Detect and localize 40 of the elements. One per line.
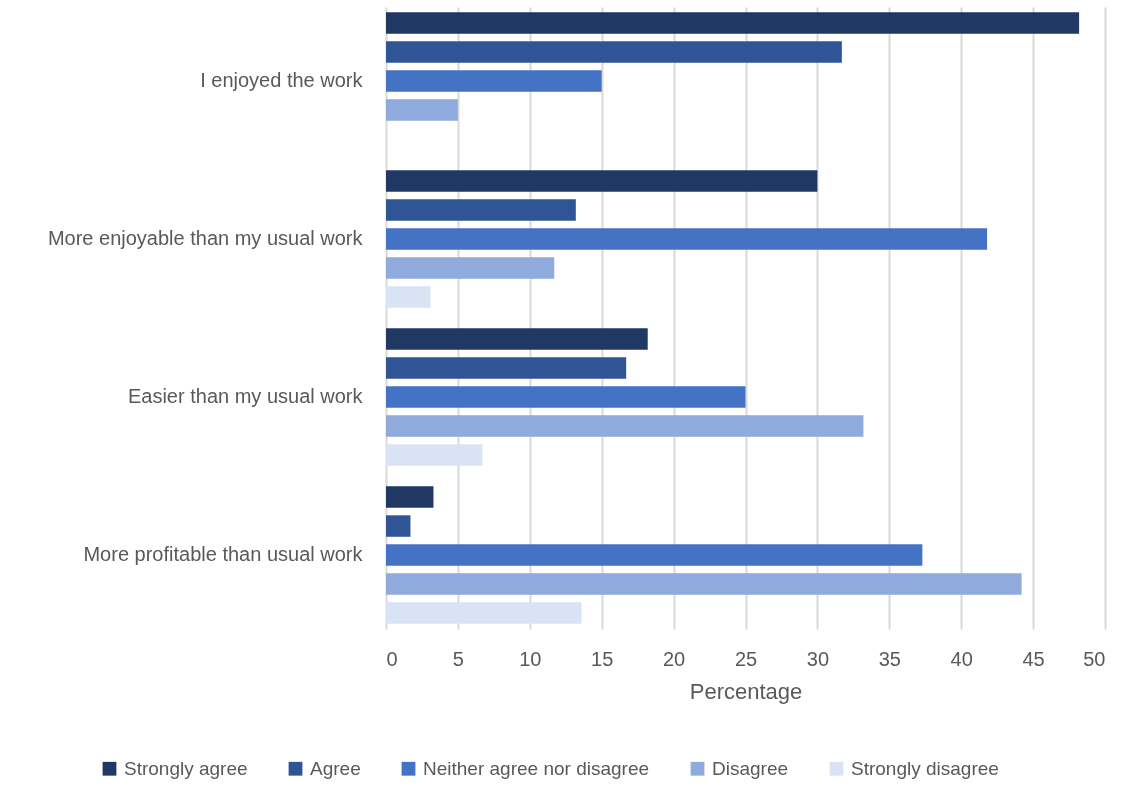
bar (386, 386, 746, 408)
x-tick-label: 0 (386, 647, 398, 670)
bar (386, 199, 576, 221)
bar (386, 444, 483, 466)
y-tick-label: I enjoyed the work (200, 68, 364, 91)
bar (386, 602, 582, 624)
x-tick-label: 20 (662, 647, 686, 670)
x-tick-label: 40 (950, 647, 973, 670)
bar (386, 228, 988, 250)
x-tick-label: 30 (806, 647, 830, 670)
bar (386, 286, 431, 308)
bar (386, 328, 648, 350)
x-tick-label: 50 (1083, 647, 1106, 670)
bar (386, 70, 602, 92)
bar (386, 99, 458, 121)
legend-label: Neither agree nor disagree (423, 757, 650, 779)
bar (386, 12, 1080, 34)
bar (386, 544, 923, 566)
bar (386, 257, 555, 279)
bar (386, 357, 627, 379)
bar (386, 515, 411, 537)
x-tick-label: 25 (734, 647, 758, 670)
x-tick-label: 35 (878, 647, 901, 670)
y-tick-label: Easier than my usual work (127, 385, 364, 408)
bar (386, 415, 864, 437)
legend-label: Strongly agree (124, 757, 248, 779)
bar (386, 486, 434, 508)
legend-label: Strongly disagree (851, 757, 999, 779)
legend-label: Disagree (712, 757, 789, 779)
x-tick-label: 15 (591, 647, 614, 670)
x-axis-title: Percentage (689, 678, 803, 704)
bar (386, 170, 818, 192)
legend-label: Agree (310, 757, 361, 779)
y-tick-label: More enjoyable than my usual work (47, 226, 364, 249)
bar (386, 41, 842, 63)
x-tick-label: 10 (519, 647, 542, 670)
x-tick-label: 5 (452, 647, 464, 670)
x-tick-label: 45 (1022, 647, 1045, 670)
bar (386, 573, 1022, 595)
y-tick-label: More profitable than usual work (83, 543, 364, 566)
